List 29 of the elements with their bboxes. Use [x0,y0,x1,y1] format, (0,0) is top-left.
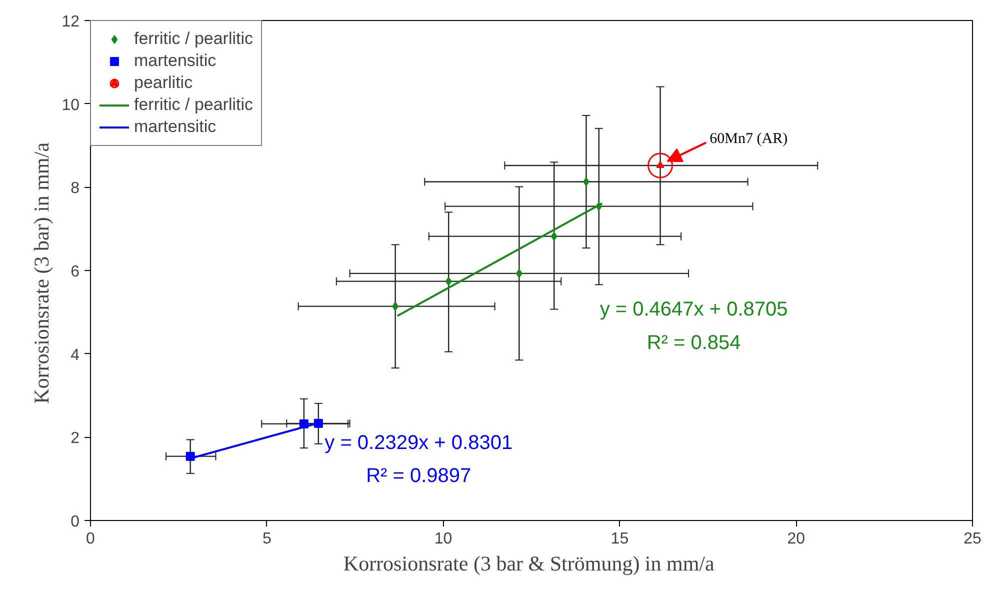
legend-label: martensitic [134,117,216,137]
point [550,232,558,241]
y-tick-label: 0 [70,514,80,530]
legend-label: ferritic / pearlitic [134,29,254,49]
y-tick-label: 6 [70,264,80,280]
x-tick-label: 10 [434,530,452,548]
annotation: y = 0.4647x + 0.8705 [600,298,788,320]
y-tick-label: 10 [62,96,80,114]
legend-label: martensitic [134,51,216,71]
annotation: R² = 0.9897 [366,465,472,488]
x-tick-label: 15 [610,530,629,548]
annotation: 60Mn7 (AR) [710,130,788,147]
point [516,268,522,278]
legend-label: ferritic / pearlitic [134,95,254,115]
x-tick-label: 20 [787,530,806,548]
y-tick-label: 2 [70,430,80,448]
x-tick-label: 0 [86,530,96,548]
annotation: R² = 0.854 [646,332,741,354]
x-axis-title: Korrosionsrate (3 bar & Strömung) in mm/a [343,552,716,576]
annotation: y = 0.2329x + 0.8301 [324,432,513,454]
x-tick-label: 25 [964,530,982,548]
y-axis-title: Korrosionsrate (3 bar) in mm/a [30,142,54,404]
y-tick-label: 8 [70,180,80,198]
x-tick-label: 5 [262,530,272,548]
point [445,276,452,286]
y-tick-label: 4 [70,346,80,364]
legend-label: pearlitic [134,73,193,93]
point [648,152,674,178]
y-tick-label: 12 [62,14,80,30]
